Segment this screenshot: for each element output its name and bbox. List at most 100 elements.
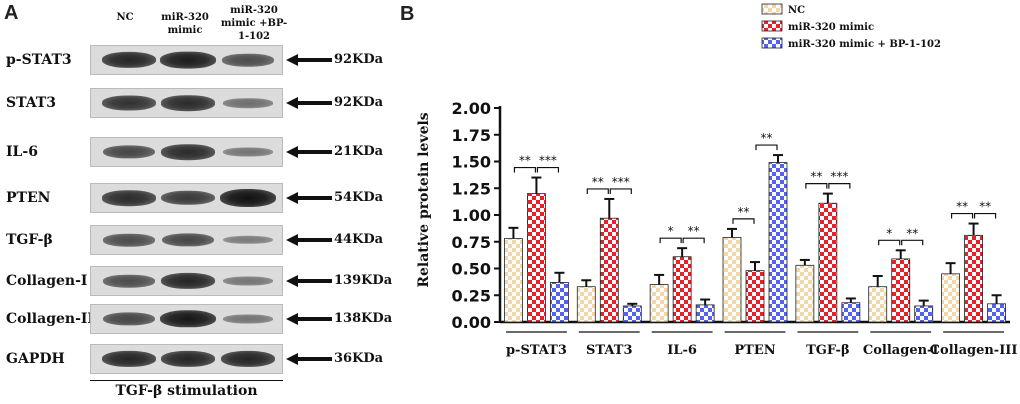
bar — [745, 270, 765, 323]
legend-swatch — [761, 3, 783, 15]
bar — [649, 284, 669, 323]
significance-mark: ** — [956, 200, 968, 214]
bar — [795, 264, 815, 323]
blot-kda-3: 54KDa — [334, 190, 384, 205]
legend-label: miR-320 mimic + BP-1-102 — [788, 39, 941, 50]
significance-bracket — [755, 144, 778, 151]
blot-kda-5: 139KDa — [334, 273, 393, 288]
blot-band — [102, 95, 156, 111]
blot-band — [160, 272, 216, 290]
x-tick-label: PTEN — [734, 343, 775, 358]
blot-strip-2 — [90, 137, 283, 167]
bar — [891, 258, 911, 323]
y-tick-label: 1.75 — [452, 126, 491, 145]
significance-bracket — [609, 188, 632, 194]
blot-band — [160, 95, 216, 111]
blot-band — [223, 235, 273, 245]
panel-b-letter: B — [400, 3, 414, 25]
bar — [672, 256, 692, 323]
significance-bracket — [878, 239, 901, 246]
significance-mark: * — [668, 224, 674, 238]
blot-band — [160, 310, 216, 328]
y-axis-label: Relative protein levels — [416, 112, 432, 287]
x-tick-label: STAT3 — [586, 343, 632, 358]
x-tick-label: TGF-β — [806, 343, 849, 358]
blot-kda-6: 138KDa — [334, 311, 393, 326]
blot-band — [223, 314, 273, 324]
significance-bracket — [901, 239, 924, 246]
blot-label-4: TGF-β — [6, 232, 53, 248]
blot-band — [160, 350, 216, 368]
significance-mark: *** — [539, 154, 557, 168]
blot-strip-0 — [90, 45, 283, 75]
panel-a-letter: A — [4, 2, 19, 24]
arrow-icon — [286, 353, 332, 365]
column-header-mimic-bp: miR-320 mimic +BP-1-102 — [220, 5, 288, 42]
significance-mark: ** — [810, 170, 822, 184]
bar — [914, 305, 934, 323]
significance-bracket — [536, 166, 560, 173]
blot-label-1: STAT3 — [6, 95, 57, 111]
blot-band — [161, 190, 215, 206]
legend-swatch — [761, 20, 783, 32]
legend-swatch — [761, 37, 783, 49]
blot-band — [102, 145, 156, 159]
significance-mark: * — [886, 226, 892, 240]
bar — [987, 303, 1006, 323]
significance-mark: ** — [738, 205, 750, 219]
blot-band — [102, 274, 156, 288]
blot-label-2: IL-6 — [6, 144, 38, 160]
bar — [941, 273, 960, 323]
legend-label: NC — [788, 5, 805, 16]
blot-strip-4 — [90, 225, 283, 255]
significance-bracket — [805, 183, 828, 189]
blot-kda-2: 21KDa — [334, 144, 384, 159]
significance-mark: *** — [612, 175, 630, 189]
bar — [550, 282, 569, 323]
bar — [527, 193, 546, 323]
blot-band — [223, 147, 273, 157]
blot-band — [102, 312, 156, 326]
blot-strip-1 — [90, 88, 283, 118]
significance-mark: ** — [592, 175, 604, 189]
bar — [868, 286, 888, 323]
arrow-icon — [286, 54, 332, 66]
blot-band — [102, 233, 156, 247]
y-tick-label: 2.00 — [452, 99, 491, 118]
blot-kda-1: 92KDa — [334, 95, 384, 110]
significance-bracket — [682, 237, 705, 244]
bar-chart: B NC miR-320 mimic miR-320 mimic + BP-1-10… — [400, 3, 1017, 358]
blot-kda-7: 36KDa — [334, 351, 384, 366]
blot-label-0: p-STAT3 — [6, 52, 72, 68]
bar — [695, 304, 715, 323]
bar — [818, 202, 838, 323]
significance-bracket — [828, 183, 851, 189]
arrow-icon — [286, 313, 332, 325]
bar — [768, 162, 788, 323]
blot-label-7: GAPDH — [6, 351, 65, 367]
column-header-nc: NC — [116, 12, 134, 23]
column-header-mimic: miR-320 mimic — [161, 12, 209, 36]
blot-label-5: Collagen-I — [6, 273, 88, 289]
significance-bracket — [732, 218, 755, 224]
x-tick-label: Collagen-I — [863, 343, 939, 358]
blot-label-6: Collagen-III — [6, 311, 101, 327]
blot-band — [222, 98, 274, 108]
significance-bracket — [513, 166, 537, 173]
significance-mark: ** — [979, 200, 991, 214]
arrow-icon — [286, 97, 332, 109]
blot-strip-3 — [90, 183, 283, 213]
significance-bracket — [586, 188, 609, 194]
bar — [622, 305, 642, 323]
bar — [576, 286, 596, 323]
y-tick-label: 0.00 — [452, 313, 491, 332]
chart-legend: NC miR-320 mimic miR-320 mimic + BP-1-102 — [761, 3, 941, 50]
blot-strip-6 — [90, 304, 283, 334]
significance-mark: ** — [761, 131, 773, 145]
blot-band — [101, 190, 157, 206]
significance-bracket — [973, 212, 997, 219]
blot-strip-5 — [90, 266, 283, 296]
blot-band — [101, 350, 157, 368]
arrow-icon — [286, 192, 332, 204]
bar — [841, 302, 861, 323]
